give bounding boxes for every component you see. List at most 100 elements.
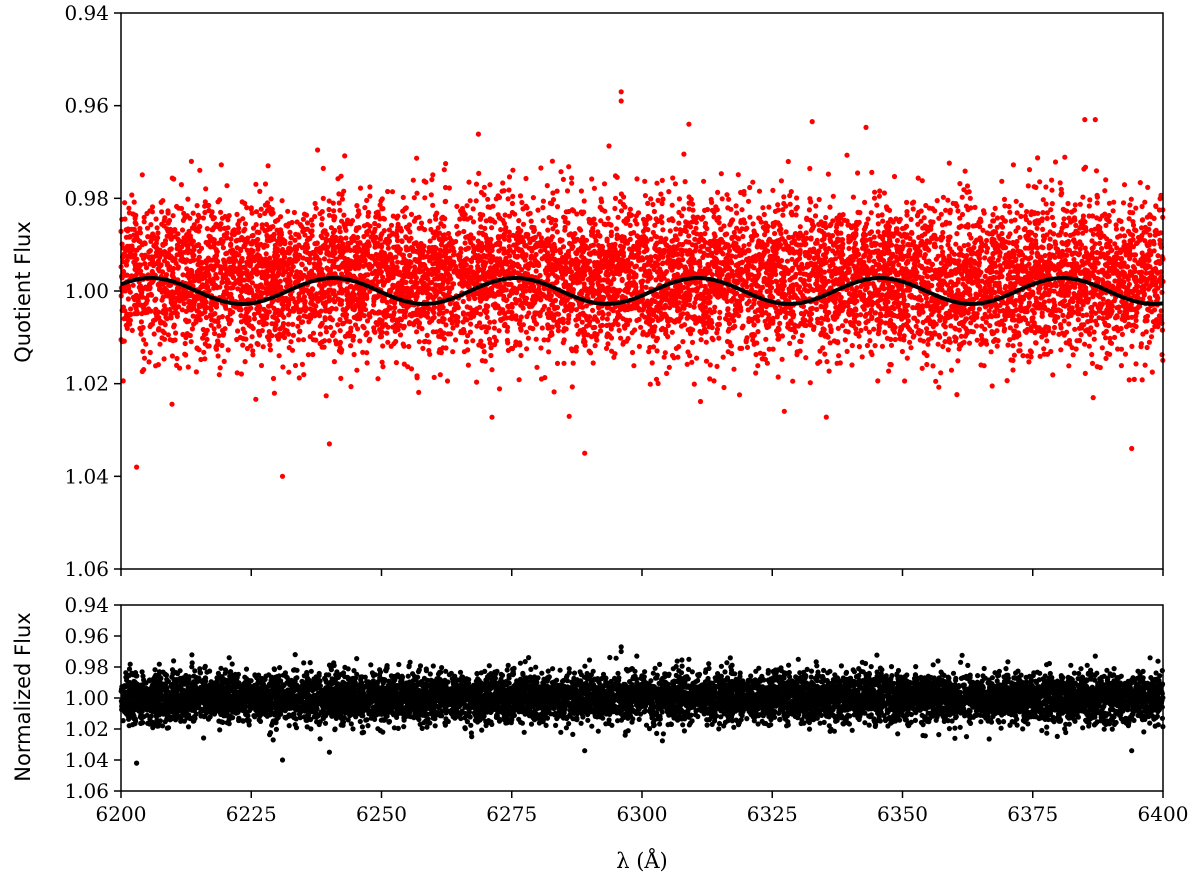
top-data-point [636, 343, 643, 349]
top-data-point [535, 207, 541, 213]
top-data-point [862, 287, 869, 293]
top-data-point [654, 348, 660, 354]
top-data-point [1050, 372, 1056, 378]
top-data-point [477, 320, 483, 326]
top-data-point [149, 209, 155, 215]
top-data-point [221, 358, 227, 364]
top-data-point [403, 205, 409, 211]
top-data-point [849, 362, 855, 368]
top-data-point [141, 219, 147, 225]
top-data-point [523, 175, 529, 182]
top-data-point [196, 228, 202, 234]
top-data-point [782, 314, 789, 320]
top-data-point [763, 336, 769, 342]
top-data-point [816, 196, 822, 203]
top-data-point [724, 231, 730, 237]
top-data-point [1147, 232, 1153, 238]
top-data-point [1061, 216, 1067, 222]
top-data-point [337, 328, 343, 334]
top-data-point [729, 260, 735, 266]
top-data-point [959, 194, 965, 200]
top-data-point [729, 253, 735, 259]
top-data-point [1148, 334, 1155, 340]
top-data-point [1044, 338, 1050, 344]
top-data-point [901, 233, 908, 239]
top-data-point [1119, 226, 1125, 232]
top-data-point [554, 204, 561, 210]
top-data-point [249, 334, 255, 340]
top-data-point [354, 367, 360, 373]
top-data-point [735, 172, 741, 178]
top-data-point [376, 223, 382, 229]
top-data-point [756, 188, 763, 194]
top-data-point [1129, 343, 1135, 349]
top-data-point [1017, 234, 1023, 240]
top-data-point [649, 360, 655, 366]
top-data-point [157, 341, 163, 347]
top-data-point [441, 167, 447, 173]
top-data-point [317, 340, 323, 347]
top-data-point [312, 213, 318, 220]
top-data-point [1004, 378, 1010, 384]
top-data-point [255, 236, 261, 243]
top-data-point [862, 199, 868, 205]
top-data-point [747, 214, 753, 220]
top-data-point [780, 212, 786, 218]
top-data-point [453, 337, 459, 343]
top-data-point [658, 191, 664, 197]
top-scatter-points [118, 89, 1166, 479]
top-data-point [1126, 281, 1132, 287]
top-data-point [560, 340, 566, 346]
top-data-point [498, 227, 504, 233]
top-data-point [1121, 233, 1128, 239]
top-data-point [421, 339, 428, 345]
top-data-point [881, 190, 888, 196]
top-data-point [1134, 288, 1140, 294]
top-data-point [1089, 238, 1095, 244]
top-data-point [190, 210, 196, 216]
top-data-point [886, 368, 892, 374]
top-data-point [1123, 324, 1130, 330]
top-data-point [817, 348, 823, 354]
top-data-point [317, 331, 323, 337]
top-data-point [304, 220, 311, 226]
top-data-point [648, 196, 654, 202]
top-data-point [1139, 377, 1145, 383]
top-data-point [1131, 322, 1137, 328]
top-data-point [755, 329, 761, 335]
top-data-point [496, 386, 503, 392]
top-data-point [1087, 197, 1093, 203]
top-data-point [1088, 317, 1094, 324]
top-data-point [673, 226, 679, 232]
top-data-point [402, 214, 408, 220]
top-data-point [647, 275, 653, 282]
top-data-point [1148, 214, 1154, 220]
top-data-point [1056, 331, 1062, 337]
top-data-point [512, 342, 519, 348]
top-data-point [174, 362, 180, 368]
top-data-point [400, 208, 406, 214]
top-data-point [909, 230, 915, 236]
top-data-point [669, 329, 675, 335]
top-data-point [1149, 369, 1155, 375]
top-data-point [579, 319, 585, 325]
top-data-point [1137, 180, 1143, 186]
top-data-point [705, 320, 712, 326]
top-data-point [871, 195, 878, 201]
top-data-point [666, 305, 673, 311]
top-data-point [606, 311, 612, 317]
top-data-point [528, 260, 534, 266]
top-data-point [1128, 196, 1134, 202]
top-data-point [783, 229, 789, 235]
top-data-point [1153, 227, 1159, 233]
top-data-point [601, 181, 608, 187]
top-data-point [740, 323, 746, 329]
top-data-point [326, 206, 332, 213]
top-data-point [661, 354, 667, 360]
top-data-point [711, 378, 717, 384]
top-data-point [1150, 319, 1156, 325]
top-data-point [982, 273, 988, 279]
top-data-point [599, 322, 605, 328]
top-data-point [1024, 209, 1030, 215]
top-data-point [125, 296, 131, 302]
